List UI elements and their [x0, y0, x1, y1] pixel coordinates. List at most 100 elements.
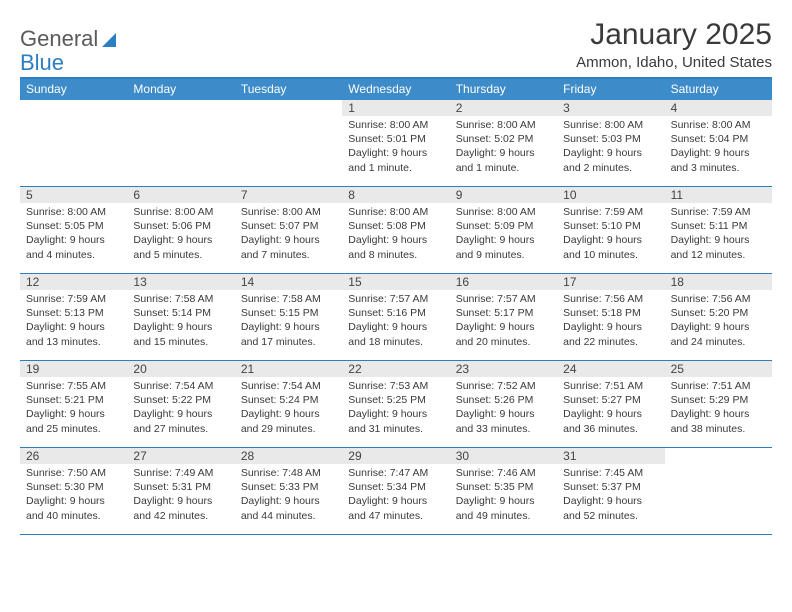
day-detail: Sunrise: 7:47 AMSunset: 5:34 PMDaylight:…	[342, 464, 449, 527]
calendar-cell: 10Sunrise: 7:59 AMSunset: 5:10 PMDayligh…	[557, 187, 664, 273]
day-detail: Sunrise: 7:58 AMSunset: 5:15 PMDaylight:…	[235, 290, 342, 353]
day-detail: Sunrise: 7:48 AMSunset: 5:33 PMDaylight:…	[235, 464, 342, 527]
calendar-cell: 25Sunrise: 7:51 AMSunset: 5:29 PMDayligh…	[665, 361, 772, 447]
day-number: 10	[557, 187, 664, 203]
day-number: 12	[20, 274, 127, 290]
day-number	[235, 100, 342, 116]
day-number: 6	[127, 187, 234, 203]
day-number: 27	[127, 448, 234, 464]
day-number	[665, 448, 772, 464]
day-detail: Sunrise: 7:50 AMSunset: 5:30 PMDaylight:…	[20, 464, 127, 527]
day-header: Monday	[127, 79, 234, 100]
day-number: 31	[557, 448, 664, 464]
day-detail: Sunrise: 8:00 AMSunset: 5:04 PMDaylight:…	[665, 116, 772, 179]
day-detail: Sunrise: 8:00 AMSunset: 5:09 PMDaylight:…	[450, 203, 557, 266]
day-detail: Sunrise: 8:00 AMSunset: 5:06 PMDaylight:…	[127, 203, 234, 266]
logo-text-2: Blue	[20, 50, 64, 76]
calendar-cell	[235, 100, 342, 186]
day-number: 20	[127, 361, 234, 377]
calendar-cell: 3Sunrise: 8:00 AMSunset: 5:03 PMDaylight…	[557, 100, 664, 186]
day-of-week-row: SundayMondayTuesdayWednesdayThursdayFrid…	[20, 79, 772, 100]
day-detail: Sunrise: 7:45 AMSunset: 5:37 PMDaylight:…	[557, 464, 664, 527]
day-number: 19	[20, 361, 127, 377]
day-number: 25	[665, 361, 772, 377]
calendar-cell	[20, 100, 127, 186]
day-header: Thursday	[450, 79, 557, 100]
calendar-cell: 28Sunrise: 7:48 AMSunset: 5:33 PMDayligh…	[235, 448, 342, 534]
day-detail: Sunrise: 7:51 AMSunset: 5:27 PMDaylight:…	[557, 377, 664, 440]
day-detail: Sunrise: 8:00 AMSunset: 5:05 PMDaylight:…	[20, 203, 127, 266]
calendar-cell: 17Sunrise: 7:56 AMSunset: 5:18 PMDayligh…	[557, 274, 664, 360]
week-row: 1Sunrise: 8:00 AMSunset: 5:01 PMDaylight…	[20, 100, 772, 187]
calendar-cell	[665, 448, 772, 534]
calendar-cell: 23Sunrise: 7:52 AMSunset: 5:26 PMDayligh…	[450, 361, 557, 447]
day-number: 4	[665, 100, 772, 116]
calendar-cell: 12Sunrise: 7:59 AMSunset: 5:13 PMDayligh…	[20, 274, 127, 360]
calendar-cell: 15Sunrise: 7:57 AMSunset: 5:16 PMDayligh…	[342, 274, 449, 360]
day-detail: Sunrise: 7:53 AMSunset: 5:25 PMDaylight:…	[342, 377, 449, 440]
day-detail: Sunrise: 8:00 AMSunset: 5:02 PMDaylight:…	[450, 116, 557, 179]
day-header: Sunday	[20, 79, 127, 100]
calendar-cell: 27Sunrise: 7:49 AMSunset: 5:31 PMDayligh…	[127, 448, 234, 534]
day-number: 18	[665, 274, 772, 290]
day-number: 29	[342, 448, 449, 464]
calendar-cell: 8Sunrise: 8:00 AMSunset: 5:08 PMDaylight…	[342, 187, 449, 273]
day-number: 15	[342, 274, 449, 290]
day-number: 7	[235, 187, 342, 203]
day-number: 8	[342, 187, 449, 203]
calendar-cell: 9Sunrise: 8:00 AMSunset: 5:09 PMDaylight…	[450, 187, 557, 273]
day-detail: Sunrise: 8:00 AMSunset: 5:08 PMDaylight:…	[342, 203, 449, 266]
day-detail: Sunrise: 7:57 AMSunset: 5:17 PMDaylight:…	[450, 290, 557, 353]
calendar-cell: 11Sunrise: 7:59 AMSunset: 5:11 PMDayligh…	[665, 187, 772, 273]
day-number: 14	[235, 274, 342, 290]
calendar-cell	[127, 100, 234, 186]
day-detail: Sunrise: 7:52 AMSunset: 5:26 PMDaylight:…	[450, 377, 557, 440]
logo: General	[20, 18, 118, 52]
day-detail: Sunrise: 7:59 AMSunset: 5:13 PMDaylight:…	[20, 290, 127, 353]
day-number: 3	[557, 100, 664, 116]
calendar-cell: 18Sunrise: 7:56 AMSunset: 5:20 PMDayligh…	[665, 274, 772, 360]
day-number: 5	[20, 187, 127, 203]
calendar-cell: 16Sunrise: 7:57 AMSunset: 5:17 PMDayligh…	[450, 274, 557, 360]
title-block: January 2025 Ammon, Idaho, United States	[576, 18, 772, 71]
day-number: 11	[665, 187, 772, 203]
day-detail: Sunrise: 7:49 AMSunset: 5:31 PMDaylight:…	[127, 464, 234, 527]
day-number: 26	[20, 448, 127, 464]
calendar-cell: 21Sunrise: 7:54 AMSunset: 5:24 PMDayligh…	[235, 361, 342, 447]
calendar-cell: 30Sunrise: 7:46 AMSunset: 5:35 PMDayligh…	[450, 448, 557, 534]
day-detail: Sunrise: 8:00 AMSunset: 5:03 PMDaylight:…	[557, 116, 664, 179]
calendar-cell: 5Sunrise: 8:00 AMSunset: 5:05 PMDaylight…	[20, 187, 127, 273]
day-detail: Sunrise: 7:51 AMSunset: 5:29 PMDaylight:…	[665, 377, 772, 440]
calendar-cell: 1Sunrise: 8:00 AMSunset: 5:01 PMDaylight…	[342, 100, 449, 186]
calendar-cell: 26Sunrise: 7:50 AMSunset: 5:30 PMDayligh…	[20, 448, 127, 534]
day-number: 16	[450, 274, 557, 290]
calendar-cell: 2Sunrise: 8:00 AMSunset: 5:02 PMDaylight…	[450, 100, 557, 186]
day-number: 28	[235, 448, 342, 464]
day-number: 21	[235, 361, 342, 377]
day-detail: Sunrise: 7:56 AMSunset: 5:20 PMDaylight:…	[665, 290, 772, 353]
day-number: 13	[127, 274, 234, 290]
day-number: 22	[342, 361, 449, 377]
day-detail: Sunrise: 8:00 AMSunset: 5:07 PMDaylight:…	[235, 203, 342, 266]
week-row: 12Sunrise: 7:59 AMSunset: 5:13 PMDayligh…	[20, 274, 772, 361]
triangle-icon	[102, 33, 116, 47]
day-detail: Sunrise: 8:00 AMSunset: 5:01 PMDaylight:…	[342, 116, 449, 179]
day-detail: Sunrise: 7:59 AMSunset: 5:10 PMDaylight:…	[557, 203, 664, 266]
day-header: Friday	[557, 79, 664, 100]
week-row: 19Sunrise: 7:55 AMSunset: 5:21 PMDayligh…	[20, 361, 772, 448]
day-number: 23	[450, 361, 557, 377]
day-header: Tuesday	[235, 79, 342, 100]
day-detail: Sunrise: 7:59 AMSunset: 5:11 PMDaylight:…	[665, 203, 772, 266]
calendar-cell: 7Sunrise: 8:00 AMSunset: 5:07 PMDaylight…	[235, 187, 342, 273]
calendar-cell: 14Sunrise: 7:58 AMSunset: 5:15 PMDayligh…	[235, 274, 342, 360]
day-detail: Sunrise: 7:56 AMSunset: 5:18 PMDaylight:…	[557, 290, 664, 353]
day-header: Wednesday	[342, 79, 449, 100]
day-header: Saturday	[665, 79, 772, 100]
week-row: 5Sunrise: 8:00 AMSunset: 5:05 PMDaylight…	[20, 187, 772, 274]
calendar-cell: 22Sunrise: 7:53 AMSunset: 5:25 PMDayligh…	[342, 361, 449, 447]
weeks-container: 1Sunrise: 8:00 AMSunset: 5:01 PMDaylight…	[20, 100, 772, 535]
calendar-cell: 4Sunrise: 8:00 AMSunset: 5:04 PMDaylight…	[665, 100, 772, 186]
calendar-cell: 13Sunrise: 7:58 AMSunset: 5:14 PMDayligh…	[127, 274, 234, 360]
day-number: 2	[450, 100, 557, 116]
day-number: 1	[342, 100, 449, 116]
